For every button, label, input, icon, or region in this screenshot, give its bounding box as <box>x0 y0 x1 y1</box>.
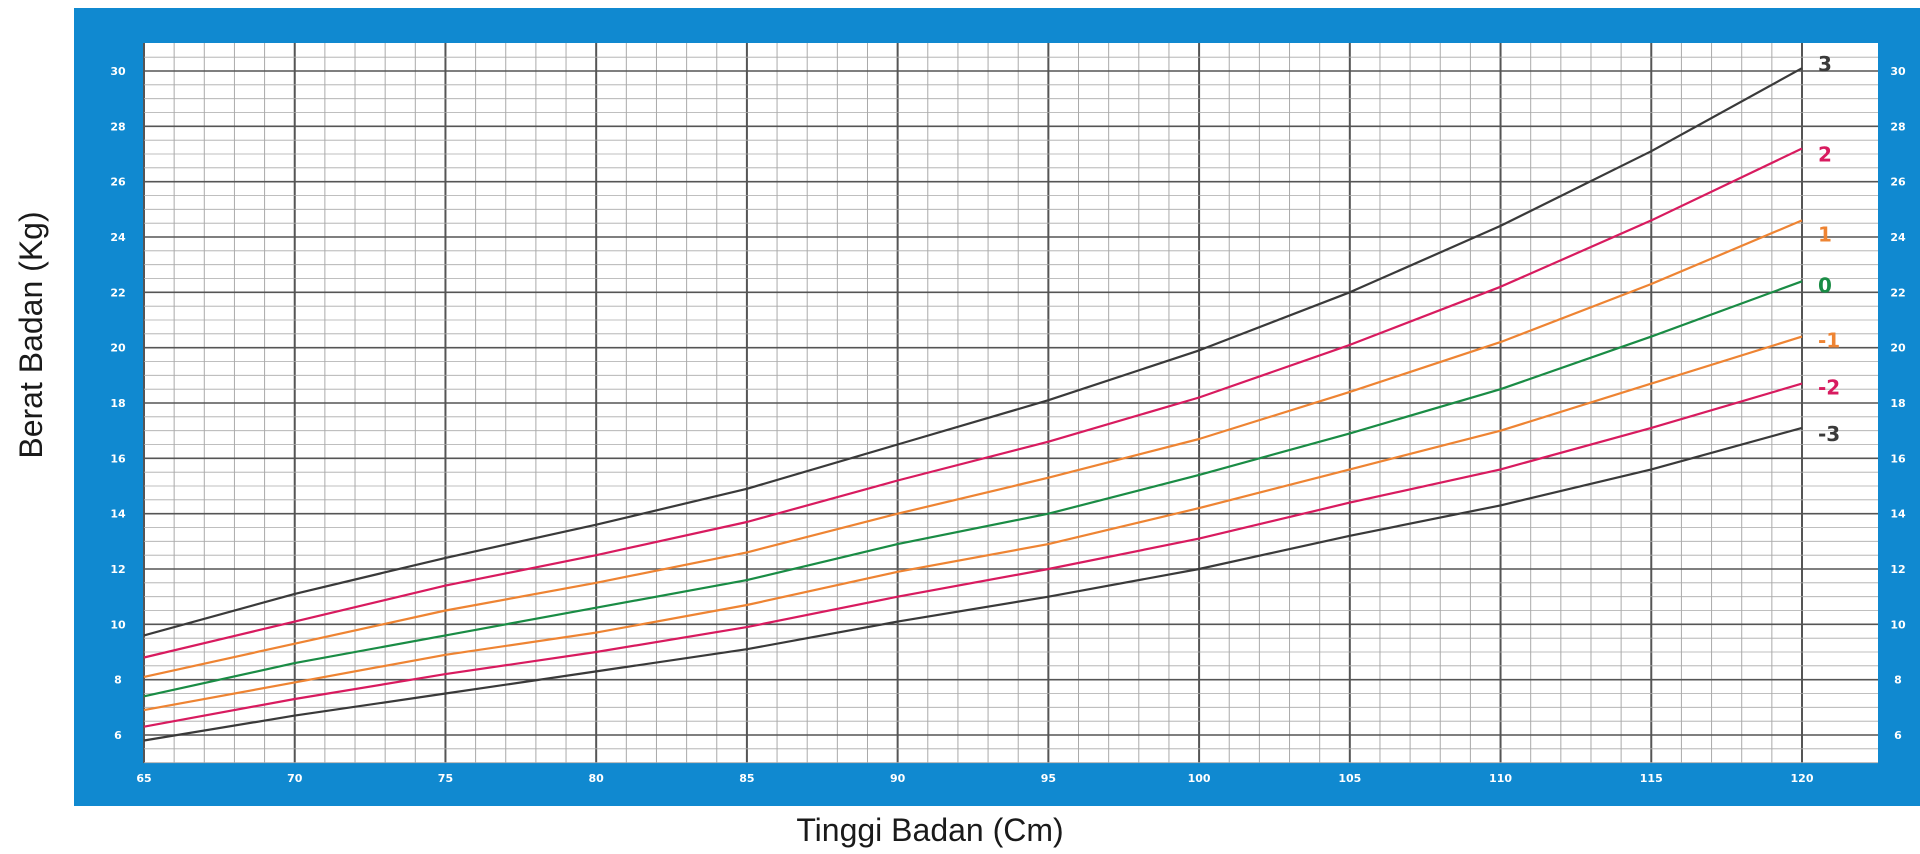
x-tick-label: 110 <box>1489 772 1512 785</box>
x-tick-label: 80 <box>589 772 605 785</box>
y-tick-label-left: 6 <box>114 729 122 742</box>
series-line-sd-3 <box>143 67 1803 637</box>
y-tick-label-right: 8 <box>1894 674 1902 687</box>
x-tick-label: 90 <box>890 772 906 785</box>
y-tick-label-right: 14 <box>1890 508 1906 521</box>
series-end-label: -3 <box>1818 422 1840 446</box>
grid <box>143 43 1878 764</box>
series-line-sd-minus3 <box>143 426 1803 742</box>
y-tick-label-right: 20 <box>1890 342 1906 355</box>
x-tick-label: 95 <box>1041 772 1056 785</box>
y-tick-label-right: 12 <box>1890 563 1905 576</box>
x-tick-label: 105 <box>1338 772 1361 785</box>
series-lines <box>143 67 1803 742</box>
y-tick-label-right: 10 <box>1890 618 1906 631</box>
x-tick-label: 65 <box>136 772 151 785</box>
y-tick-label-right: 30 <box>1890 65 1906 78</box>
x-axis-title: Tinggi Badan (Cm) <box>796 812 1063 848</box>
y-tick-label-left: 14 <box>110 508 126 521</box>
y-tick-label-left: 28 <box>110 120 125 133</box>
y-tick-label-right: 26 <box>1890 176 1906 189</box>
y-tick-label-right: 22 <box>1890 286 1905 299</box>
series-end-label: 0 <box>1818 273 1832 297</box>
y-tick-label-right: 24 <box>1890 231 1906 244</box>
y-tick-label-left: 10 <box>110 618 126 631</box>
y-tick-label-left: 20 <box>110 342 126 355</box>
series-end-label: 3 <box>1818 52 1832 76</box>
y-tick-label-left: 22 <box>110 286 125 299</box>
series-end-label: 2 <box>1818 142 1832 166</box>
x-tick-label: 75 <box>438 772 453 785</box>
y-tick-label-left: 12 <box>110 563 125 576</box>
series-line-sd-minus2 <box>143 382 1803 728</box>
series-end-label: -2 <box>1818 376 1840 400</box>
y-tick-label-left: 18 <box>110 397 125 410</box>
series-end-labels: 3 2 1 0 -1 -2 -3 <box>1818 52 1840 446</box>
series-end-label: 1 <box>1818 222 1832 246</box>
x-tick-label: 120 <box>1791 772 1814 785</box>
x-tick-label: 115 <box>1640 772 1663 785</box>
y-tick-label-right: 16 <box>1890 452 1906 465</box>
series-line-sd-minus1 <box>143 335 1803 712</box>
y-tick-label-left: 26 <box>110 176 126 189</box>
x-tick-label: 100 <box>1188 772 1211 785</box>
series-line-sd-2 <box>143 147 1803 659</box>
y-tick-label-right: 18 <box>1890 397 1905 410</box>
y-tick-label-left: 24 <box>110 231 126 244</box>
x-tick-label: 70 <box>287 772 303 785</box>
y-tick-label-left: 16 <box>110 452 126 465</box>
y-tick-label-right: 6 <box>1894 729 1902 742</box>
series-line-sd-1 <box>143 219 1803 678</box>
y-tick-label-right: 28 <box>1890 120 1905 133</box>
y-axis-title: Berat Badan (Kg) <box>13 211 49 458</box>
y-tick-label-left: 30 <box>110 65 126 78</box>
x-tick-label: 85 <box>739 772 754 785</box>
series-end-label: -1 <box>1818 329 1840 353</box>
y-tick-label-left: 8 <box>114 674 122 687</box>
series-line-sd-0 <box>143 280 1803 698</box>
